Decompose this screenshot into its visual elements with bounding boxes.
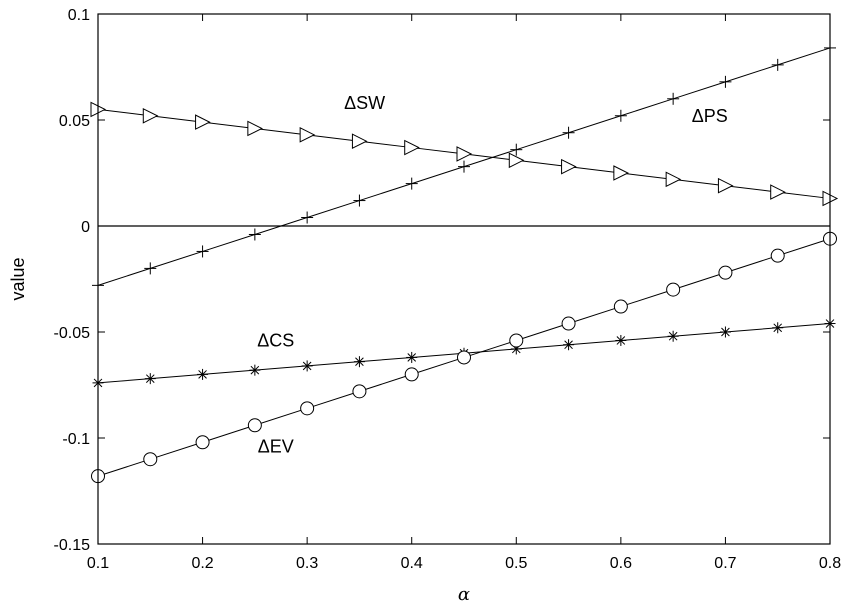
series-1-point-8 bbox=[510, 143, 523, 156]
series-1-point-6 bbox=[405, 177, 418, 190]
series-1-point-5 bbox=[353, 194, 366, 207]
series-0-point-8 bbox=[508, 152, 525, 169]
series-0-point-10 bbox=[613, 165, 629, 181]
annotation-label: ΔSW bbox=[344, 93, 385, 113]
annotation-label: ΔPS bbox=[692, 106, 728, 126]
y-tick-label: 0 bbox=[81, 219, 90, 236]
series-3-point-6 bbox=[404, 367, 419, 382]
marker-stroke bbox=[773, 323, 783, 333]
series-0 bbox=[90, 101, 839, 207]
series-1-point-3 bbox=[248, 228, 261, 241]
series-1-point-7 bbox=[458, 160, 470, 173]
series-2-point-6 bbox=[406, 351, 418, 363]
series-1-point-13 bbox=[771, 58, 784, 71]
series-2-point-9 bbox=[563, 339, 575, 351]
marker-stroke bbox=[198, 370, 207, 379]
series-3-point-11 bbox=[666, 282, 681, 297]
series-1-point-1 bbox=[144, 262, 157, 275]
series-0-point-5 bbox=[351, 133, 368, 150]
series-2-point-2 bbox=[197, 368, 209, 380]
y-tick-label: -0.05 bbox=[54, 325, 91, 342]
series-0-point-11 bbox=[665, 171, 682, 188]
marker-stroke bbox=[145, 374, 155, 383]
series-2-point-10 bbox=[615, 334, 627, 346]
series-0-point-1 bbox=[142, 107, 159, 124]
x-tick-label: 0.2 bbox=[191, 555, 213, 572]
y-axis-label: value bbox=[8, 257, 28, 300]
series-3-point-1 bbox=[143, 452, 158, 467]
series-3-point-9 bbox=[561, 316, 576, 331]
series-0-point-2 bbox=[195, 114, 211, 130]
x-tick-label: 0.3 bbox=[296, 555, 318, 572]
marker-stroke bbox=[721, 327, 730, 337]
series-3-point-5 bbox=[352, 384, 367, 399]
x-tick-label: 0.5 bbox=[505, 555, 527, 572]
series-2-point-4 bbox=[301, 360, 313, 372]
x-tick-label: 0.6 bbox=[610, 555, 632, 572]
marker-stroke bbox=[355, 357, 364, 366]
marker-stroke bbox=[407, 353, 417, 362]
x-tick-label: 0.1 bbox=[87, 555, 109, 572]
series-0-point-4 bbox=[299, 127, 316, 143]
marker-stroke bbox=[668, 331, 678, 341]
marker-stroke bbox=[302, 361, 312, 371]
series-1-point-9 bbox=[562, 126, 575, 139]
marker-stroke bbox=[250, 365, 260, 375]
series-0-point-6 bbox=[404, 139, 420, 156]
series-3-point-7 bbox=[457, 350, 471, 365]
y-tick-label: 0.05 bbox=[59, 113, 90, 130]
series-0-point-9 bbox=[561, 158, 577, 175]
series-0-point-3 bbox=[247, 120, 263, 137]
series-0-point-7 bbox=[456, 146, 473, 162]
series-2-point-11 bbox=[667, 330, 679, 342]
series-0-point-12 bbox=[717, 177, 734, 194]
series-1-point-4 bbox=[301, 211, 314, 224]
series-3-point-2 bbox=[195, 435, 210, 450]
series-3-point-8 bbox=[509, 333, 524, 348]
series-1-point-11 bbox=[667, 92, 680, 105]
marker-stroke bbox=[564, 340, 573, 350]
x-tick-label: 0.7 bbox=[714, 555, 736, 572]
series-3-point-13 bbox=[770, 248, 785, 263]
series-2-point-1 bbox=[144, 373, 156, 385]
series-2-point-3 bbox=[249, 364, 261, 376]
y-tick-label: -0.1 bbox=[62, 431, 90, 448]
series-2-point-5 bbox=[353, 356, 365, 368]
series-3-point-12 bbox=[718, 265, 733, 280]
annotation-label: ΔEV bbox=[258, 436, 294, 456]
series-2-point-12 bbox=[719, 326, 731, 338]
series-3-point-10 bbox=[613, 299, 628, 314]
plot-area-border bbox=[97, 13, 831, 545]
series-1-point-10 bbox=[614, 109, 627, 122]
x-tick-label: 0.8 bbox=[819, 555, 841, 572]
annotation-label: ΔCS bbox=[257, 330, 294, 350]
series-2-point-13 bbox=[772, 322, 784, 334]
y-tick-label: 0.1 bbox=[68, 7, 90, 24]
series-3-point-3 bbox=[247, 418, 262, 433]
x-axis-label: α bbox=[458, 584, 470, 605]
series-3-point-4 bbox=[300, 401, 315, 416]
x-tick-label: 0.4 bbox=[401, 555, 423, 572]
series-0-point-13 bbox=[770, 184, 786, 200]
marker-stroke bbox=[616, 336, 626, 345]
y-tick-label: -0.15 bbox=[54, 537, 91, 554]
series-1-point-12 bbox=[719, 75, 732, 88]
series-1-point-2 bbox=[196, 245, 209, 258]
